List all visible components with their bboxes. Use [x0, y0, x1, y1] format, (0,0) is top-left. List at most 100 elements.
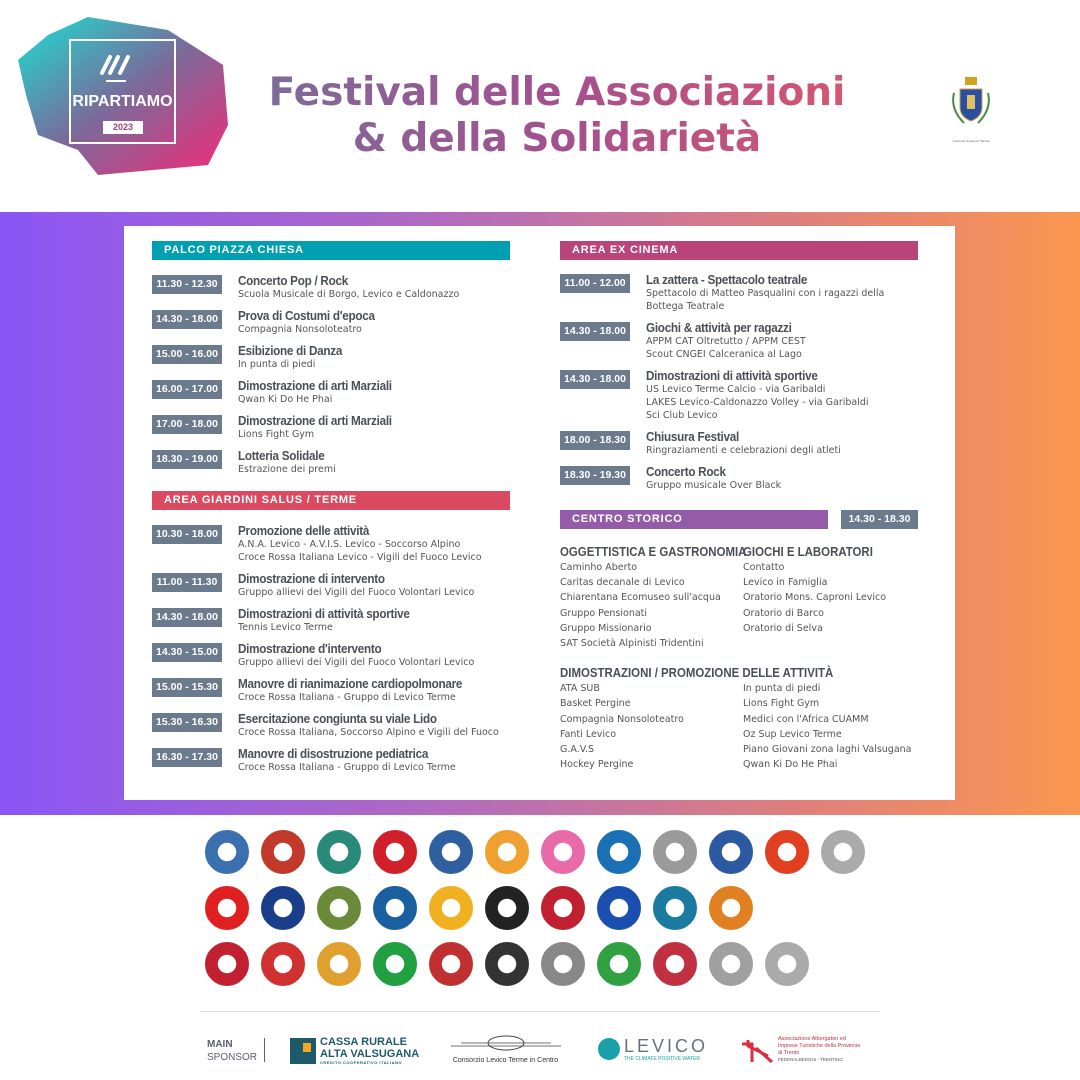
- centro-header-row: CENTRO STORICO 14.30 - 18.30: [560, 510, 918, 529]
- event-row: 18.30 - 19.30 Concerto Rock Gruppo musical…: [560, 464, 918, 499]
- event-subtitle: Qwan Ki Do He Phai: [238, 394, 333, 405]
- event-row: 11.00 - 12.00 La zattera - Spettacolo tea…: [560, 272, 918, 320]
- sponsor-levico: LEVICO THE CLIMATE POSITIVE WATER: [598, 1036, 708, 1062]
- event-title: Dimostrazione d'intervento: [238, 641, 382, 656]
- partner-logo-icon: [373, 942, 417, 986]
- event-title: Dimostrazione di arti Marziali: [238, 413, 392, 428]
- partner-logo-icon: [597, 830, 641, 874]
- time-badge: 14.30 - 18.00: [152, 608, 222, 627]
- event-subtitle: Croce Rossa Italiana, Soccorso Alpino e …: [238, 727, 499, 738]
- logo-row: [205, 826, 865, 878]
- federalberghi-text: FEDERALBERGHI - TRENTINO: [778, 1057, 843, 1062]
- cinema-events: 11.00 - 12.00 La zattera - Spettacolo tea…: [560, 272, 918, 499]
- event-subtitle: Tennis Levico Terme: [238, 622, 333, 633]
- event-title: Dimostrazioni di attività sportive: [238, 606, 410, 621]
- event-subtitle: Spettacolo di Matteo Pasqualini con i ra…: [646, 288, 885, 299]
- partner-logo-icon: [373, 830, 417, 874]
- event-text: Chiusura Festival Ringraziamenti e celebr…: [646, 429, 841, 464]
- event-title: Manovre di disostruzione pediatrica: [238, 746, 429, 761]
- crest-caption: Comune di Levico Terme: [952, 139, 990, 143]
- list-item: Caritas decanale di Levico: [560, 577, 685, 589]
- partner-logo-icon: [205, 830, 249, 874]
- list-item: Chiarentana Ecomuseo sull'acqua: [560, 592, 721, 604]
- logo-text: RIPARTIAMO: [72, 93, 173, 110]
- oggettistica-list: OGGETTISTICA E GASTRONOMIA Caminho Abert…: [560, 544, 747, 651]
- event-title: Chiusura Festival: [646, 429, 739, 444]
- event-row: 17.00 - 18.00 Dimostrazione di arti Marzi…: [152, 413, 510, 448]
- event-title: Manovre di rianimazione cardiopolmonare: [238, 676, 463, 691]
- program-card: PALCO PIAZZA CHIESA 11.30 - 12.30 Concert…: [124, 226, 955, 800]
- list-item: Compagnia Nonsoloteatro: [560, 713, 684, 725]
- time-badge: 11.30 - 12.30: [152, 275, 222, 294]
- list-item: Oratorio di Barco: [743, 607, 824, 619]
- event-subtitle: Gruppo allievi dei Vigili del Fuoco Volo…: [238, 587, 475, 598]
- list-item: Piano Giovani zona laghi Valsugana: [743, 744, 912, 756]
- event-row: 15.00 - 16.00 Esibizione di Danza In punta…: [152, 343, 510, 378]
- left-column: PALCO PIAZZA CHIESA 11.30 - 12.30 Concert…: [152, 241, 510, 781]
- event-text: Dimostrazione di arti Marziali Lions Figh…: [238, 413, 409, 448]
- logo-row: [205, 938, 865, 990]
- dimostrazioni-title: DIMOSTRAZIONI / PROMOZIONE DELLE ATTIVIT…: [560, 665, 834, 681]
- section-header-giardini: AREA GIARDINI SALUS / TERME: [152, 491, 510, 510]
- section-header-palco: PALCO PIAZZA CHIESA: [152, 241, 510, 260]
- cassa-sub: CREDITO COOPERATIVO ITALIANO: [320, 1060, 403, 1065]
- list-item: Gruppo Pensionati: [560, 607, 648, 619]
- event-row: 15.00 - 15.30 Manovre di rianimazione car…: [152, 676, 510, 711]
- event-subtitle: LAKES Levico-Caldonazzo Volley - via Gar…: [646, 397, 869, 408]
- sponsor-label: SPONSOR: [207, 1052, 258, 1063]
- event-text: Esercitazione congiunta su viale Lido Cro…: [238, 711, 499, 746]
- section-header-cinema: AREA EX CINEMA: [560, 241, 918, 260]
- event-row: 14.30 - 18.00 Prova di Costumi d'epoca Com…: [152, 308, 510, 343]
- list-item: Contatto: [743, 562, 785, 573]
- list-item: In punta di piedi: [743, 683, 821, 695]
- partner-logo-icon: [205, 942, 249, 986]
- partner-logo-icon: [765, 886, 809, 930]
- list-item: Caminho Aberto: [560, 562, 638, 573]
- partner-logo-icon: [317, 942, 361, 986]
- list-item: SAT Società Alpinisti Tridentini: [560, 638, 704, 650]
- event-subtitle: Scuola Musicale di Borgo, Levico e Caldo…: [238, 289, 460, 300]
- time-badge: 11.00 - 11.30: [152, 573, 222, 592]
- time-badge: 18.30 - 19.30: [560, 466, 630, 485]
- list-item: Oratorio Mons. Caproni Levico: [743, 592, 887, 604]
- time-badge: 14.30 - 18.00: [560, 370, 630, 389]
- palco-events: 11.30 - 12.30 Concerto Pop / Rock Scuola M…: [152, 273, 510, 483]
- list-item: ATA SUB: [560, 683, 600, 695]
- centro-lists: OGGETTISTICA E GASTRONOMIA Caminho Abert…: [560, 544, 918, 651]
- time-badge: 18.30 - 19.00: [152, 450, 222, 469]
- ripartiamo-logo: RIPARTIAMO 2023: [18, 15, 228, 175]
- time-badge: 14.30 - 18.00: [560, 322, 630, 341]
- list-item: Hockey Pergine: [560, 759, 634, 771]
- event-subtitle: Sci Club Levico: [646, 410, 718, 421]
- event-title: Lotteria Solidale: [238, 448, 325, 463]
- levico-sub: THE CLIMATE POSITIVE WATER: [624, 1056, 701, 1062]
- giardini-events: 10.30 - 18.00 Promozione delle attività A.…: [152, 523, 510, 781]
- title-line-1: Festival delle Associazioni: [268, 70, 846, 115]
- event-subtitle: Compagnia Nonsoloteatro: [238, 324, 362, 335]
- event-title: Esercitazione congiunta su viale Lido: [238, 711, 437, 726]
- time-badge: 14.30 - 18.00: [152, 310, 222, 329]
- partner-logo-icon: [653, 886, 697, 930]
- partner-logo-icon: [821, 942, 865, 986]
- divider: [200, 1011, 880, 1012]
- event-subtitle: Lions Fight Gym: [238, 429, 315, 440]
- time-badge: 15.00 - 15.30: [152, 678, 222, 697]
- list-item: Medici con l'Africa CUAMM: [743, 713, 869, 725]
- partner-logo-icon: [765, 942, 809, 986]
- main-label: MAIN: [207, 1039, 233, 1050]
- list-item: Fanti Levico: [560, 728, 617, 740]
- partner-logo-icon: [261, 830, 305, 874]
- sponsor-cassa-rurale: CASSA RURALE ALTA VALSUGANA CREDITO COOP…: [290, 1036, 419, 1066]
- event-title: La zattera - Spettacolo teatrale: [646, 272, 808, 287]
- partner-logos: [205, 826, 865, 994]
- event-title: Giochi & attività per ragazzi: [646, 320, 792, 335]
- logo-row: [205, 882, 865, 934]
- event-text: Concerto Pop / Rock Scuola Musicale di Bo…: [238, 273, 459, 308]
- event-text: Esibizione di Danza In punta di piedi: [238, 343, 354, 378]
- partner-logo-icon: [205, 886, 249, 930]
- list-item: Qwan Ki Do He Phai: [743, 759, 838, 771]
- event-row: 14.30 - 18.00 Giochi & attività per ragaz…: [560, 320, 918, 368]
- levico-text: LEVICO: [624, 1036, 709, 1056]
- oggettistica-title: OGGETTISTICA E GASTRONOMIA: [560, 544, 747, 559]
- event-row: 16.00 - 17.00 Dimostrazione di arti Marzi…: [152, 378, 510, 413]
